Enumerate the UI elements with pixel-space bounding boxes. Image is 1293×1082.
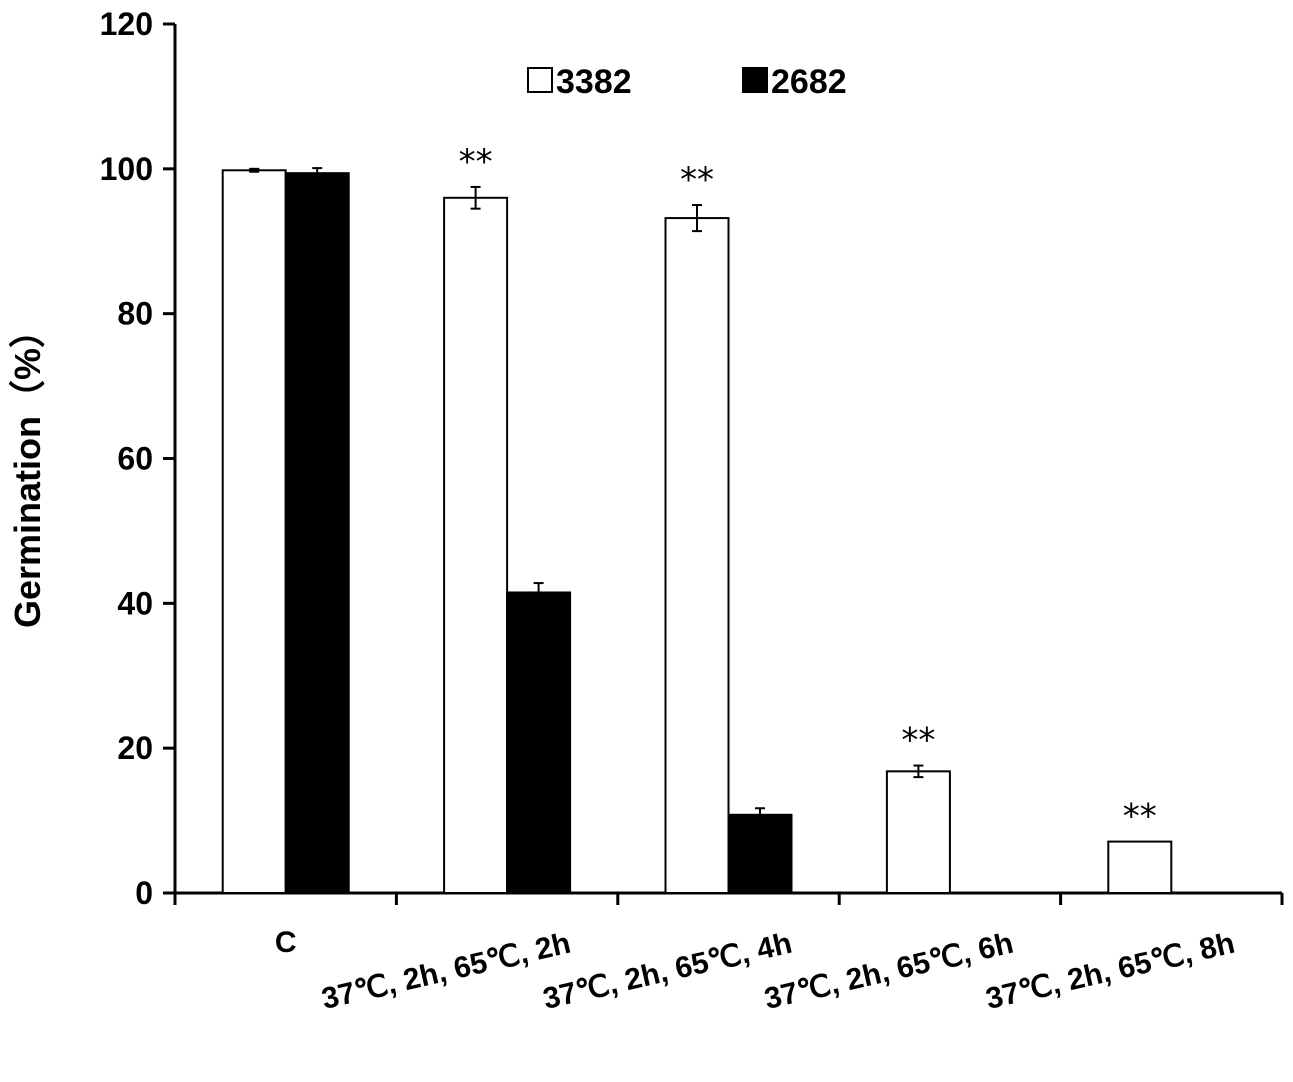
legend-swatch-2682	[742, 67, 768, 93]
legend: 3382 2682	[527, 63, 847, 101]
significance-marker: **	[1123, 797, 1157, 837]
legend-item-3382: 3382	[527, 63, 632, 101]
x-category-label: 37℃, 2h, 65℃, 2h	[319, 927, 574, 1016]
significance-marker: **	[901, 721, 935, 761]
bar-3382	[1107, 840, 1173, 894]
y-tick-label: 80	[117, 296, 153, 332]
y-tick-label: 40	[117, 585, 153, 621]
legend-item-2682: 2682	[742, 63, 847, 101]
x-category-label: C	[275, 926, 297, 959]
x-category-label: 37℃, 2h, 65℃, 4h	[540, 927, 795, 1016]
y-tick-label: 0	[135, 875, 153, 911]
bar-3382	[664, 217, 730, 894]
y-tick-label: 100	[100, 151, 153, 187]
significance-marker: **	[459, 142, 493, 182]
bar-2682	[727, 813, 793, 894]
bar-3382	[443, 196, 509, 895]
y-axis-title: Germination（%）	[7, 312, 48, 628]
bar-2682	[506, 591, 572, 894]
y-tick-label: 20	[117, 730, 153, 766]
bar-3382	[221, 169, 287, 894]
bar-2682	[284, 172, 350, 894]
legend-label-2682: 2682	[771, 63, 847, 101]
x-category-label: 37℃, 2h, 65℃, 8h	[983, 927, 1238, 1016]
legend-swatch-3382	[527, 67, 553, 93]
y-tick-label: 60	[117, 441, 153, 477]
y-tick-label: 120	[100, 6, 153, 42]
bar-3382	[885, 770, 951, 895]
legend-label-3382: 3382	[556, 63, 632, 101]
plot-area: 0 20 40 60 80 100 120 C ** 37℃, 2h, 65℃, 2h ** 37℃,…	[100, 6, 1284, 1016]
significance-marker: **	[680, 160, 714, 200]
x-category-label: 37℃, 2h, 65℃, 6h	[761, 927, 1016, 1016]
